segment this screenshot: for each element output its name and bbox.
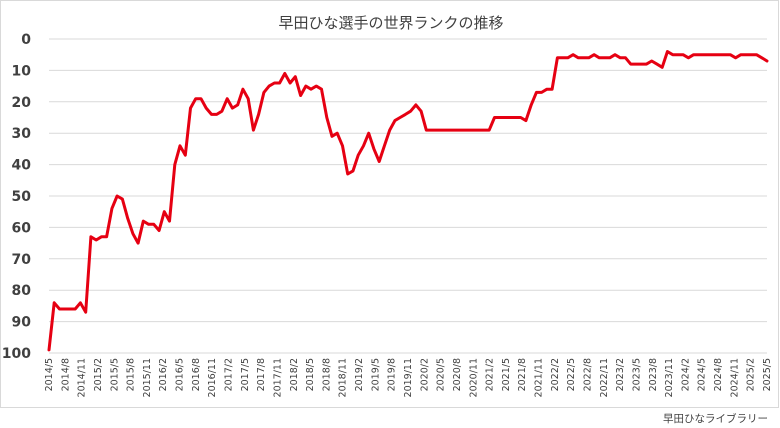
y-tick-label: 10 <box>12 63 32 79</box>
x-tick-label: 2018/2 <box>289 358 300 391</box>
x-tick-label: 2016/2 <box>158 358 169 391</box>
x-axis-ticks: 2014/5 2014/8 2014/11 2015/2 2015/5 2015/8 201… <box>44 358 773 397</box>
x-tick-label: 2020/11 <box>468 358 479 397</box>
y-tick-label: 80 <box>12 283 32 299</box>
x-tick-label: 2020/2 <box>419 358 430 391</box>
x-tick-label: 2021/5 <box>501 358 512 391</box>
x-tick-label: 2018/11 <box>338 358 349 397</box>
x-tick-label: 2023/11 <box>664 358 675 397</box>
x-tick-label: 2014/5 <box>44 358 55 391</box>
x-tick-label: 2022/2 <box>550 358 561 391</box>
x-tick-label: 2017/11 <box>272 358 283 397</box>
y-tick-label: 40 <box>12 158 32 174</box>
x-tick-label: 2018/8 <box>321 358 332 391</box>
x-tick-label: 2017/2 <box>224 358 235 391</box>
y-tick-label: 30 <box>12 126 32 142</box>
y-tick-label: 20 <box>12 95 32 111</box>
x-tick-label: 2021/11 <box>534 358 545 397</box>
x-tick-label: 2023/5 <box>631 358 642 391</box>
x-tick-label: 2016/5 <box>175 358 186 391</box>
x-tick-label: 2015/5 <box>109 358 120 391</box>
x-tick-label: 2022/11 <box>599 358 610 397</box>
x-tick-label: 2020/5 <box>436 358 447 391</box>
x-tick-label: 2016/8 <box>191 358 202 391</box>
x-tick-label: 2024/5 <box>697 358 708 391</box>
x-tick-label: 2024/8 <box>713 358 724 391</box>
x-tick-label: 2024/11 <box>729 358 740 397</box>
y-tick-label: 60 <box>12 220 32 236</box>
line-chart: 早田ひな選手の世界ランクの推移 0 10 20 30 40 50 60 70 80 90 100 2… <box>2 14 773 397</box>
y-axis-ticks: 0 10 20 30 40 50 60 70 80 90 100 <box>2 32 31 362</box>
grid-lines <box>49 38 767 354</box>
x-tick-label: 2015/11 <box>142 358 153 397</box>
x-tick-label: 2015/8 <box>126 358 137 391</box>
x-tick-label: 2019/8 <box>387 358 398 391</box>
y-tick-label: 50 <box>12 189 32 205</box>
x-tick-label: 2021/8 <box>517 358 528 391</box>
x-tick-label: 2016/11 <box>207 358 218 397</box>
x-tick-label: 2025/2 <box>746 358 757 391</box>
x-tick-label: 2019/11 <box>403 358 414 397</box>
x-tick-label: 2019/5 <box>370 358 381 391</box>
x-tick-label: 2025/5 <box>762 358 773 391</box>
x-tick-label: 2023/8 <box>648 358 659 391</box>
chart-frame: 早田ひな選手の世界ランクの推移 0 10 20 30 40 50 60 70 80 90 100 2… <box>0 0 779 408</box>
series-line <box>47 50 769 352</box>
x-tick-label: 2024/2 <box>680 358 691 391</box>
series-layer <box>47 50 769 352</box>
x-tick-label: 2021/2 <box>485 358 496 391</box>
x-tick-label: 2022/8 <box>583 358 594 391</box>
y-tick-label: 70 <box>12 252 32 268</box>
y-tick-label: 90 <box>12 315 32 331</box>
x-tick-label: 2014/8 <box>60 358 71 391</box>
x-tick-label: 2014/11 <box>77 358 88 397</box>
x-tick-label: 2019/2 <box>354 358 365 391</box>
x-tick-label: 2017/8 <box>256 358 267 391</box>
chart-title: 早田ひな選手の世界ランクの推移 <box>278 14 503 32</box>
x-tick-label: 2017/5 <box>240 358 251 391</box>
y-tick-label: 0 <box>21 32 31 48</box>
x-tick-label: 2018/5 <box>305 358 316 391</box>
x-tick-label: 2020/8 <box>452 358 463 391</box>
x-tick-label: 2023/2 <box>615 358 626 391</box>
x-tick-label: 2015/2 <box>93 358 104 391</box>
y-tick-label: 100 <box>2 346 31 362</box>
source-credit: 早田ひなライブラリー <box>663 413 768 425</box>
x-tick-label: 2022/5 <box>566 358 577 391</box>
